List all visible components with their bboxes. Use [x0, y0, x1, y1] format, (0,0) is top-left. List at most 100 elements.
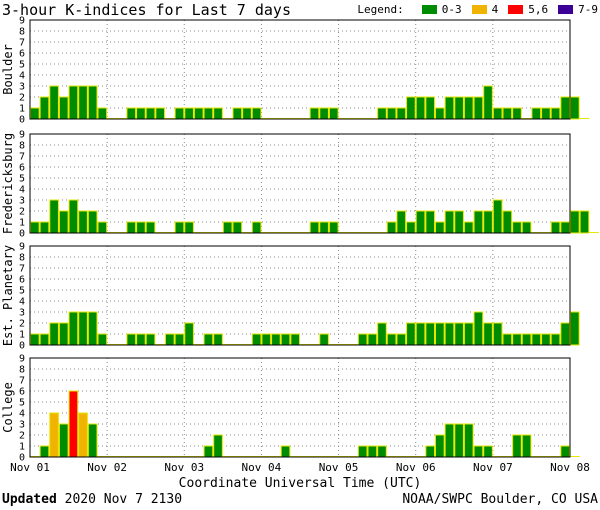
- bar: [213, 434, 223, 458]
- bar: [271, 333, 281, 346]
- legend-swatch-7-9: [558, 5, 574, 14]
- bar: [328, 107, 339, 120]
- bar: [30, 333, 40, 346]
- bar: [97, 333, 108, 346]
- bar: [251, 107, 262, 120]
- bar: [39, 221, 50, 234]
- bar: [406, 96, 416, 120]
- bar: [49, 85, 59, 120]
- bar: [203, 445, 214, 458]
- bar: [492, 322, 503, 346]
- bar: [444, 210, 455, 234]
- bar: [97, 107, 108, 120]
- bar: [512, 221, 522, 234]
- bar: [87, 210, 98, 234]
- bar: [49, 199, 59, 234]
- y-tick-label: 3: [19, 308, 25, 319]
- y-tick-label: 4: [19, 409, 25, 420]
- bar: [30, 107, 40, 120]
- bar: [415, 96, 426, 120]
- bar: [521, 221, 532, 234]
- bar: [367, 445, 378, 458]
- bar: [386, 333, 397, 346]
- panel-frame: [29, 357, 571, 458]
- bar: [184, 221, 194, 234]
- y-tick-label: 3: [19, 82, 25, 93]
- y-tick-label: 4: [19, 71, 25, 82]
- bar: [319, 107, 329, 120]
- bar: [435, 434, 445, 458]
- y-tick-label: 7: [19, 152, 25, 163]
- y-tick-label: 1: [19, 442, 25, 453]
- y-tick-label: 6: [19, 387, 25, 398]
- bar: [357, 445, 368, 458]
- bar: [435, 107, 445, 120]
- x-tick-label: Nov 04: [242, 461, 282, 474]
- legend-text-4: 4: [491, 3, 499, 16]
- bar: [454, 210, 464, 234]
- bar: [492, 107, 503, 120]
- bar: [184, 107, 194, 120]
- y-tick-label: 9: [19, 130, 25, 141]
- legend-item-5-6: 5,6: [508, 3, 548, 16]
- bar: [165, 333, 175, 346]
- bar: [58, 210, 69, 234]
- bar: [87, 423, 98, 458]
- bar: [87, 85, 98, 120]
- bar: [126, 107, 137, 120]
- bar: [560, 221, 570, 234]
- bar: [550, 107, 561, 120]
- bar: [319, 221, 329, 234]
- k-index-chart: 0123456789Boulder0123456789Fredericksbur…: [1, 16, 599, 491]
- bar: [280, 445, 291, 458]
- bar: [357, 333, 368, 346]
- bar: [68, 311, 79, 346]
- y-tick-label: 8: [19, 141, 25, 152]
- y-tick-label: 2: [19, 431, 25, 442]
- bar: [174, 333, 185, 346]
- bar: [377, 445, 387, 458]
- bar: [502, 107, 513, 120]
- bar: [126, 221, 137, 234]
- y-tick-label: 0: [19, 453, 25, 464]
- bar: [463, 221, 474, 234]
- x-tick-label: Nov 08: [550, 461, 590, 474]
- bar: [512, 434, 522, 458]
- y-tick-label: 4: [19, 297, 25, 308]
- bar: [512, 333, 522, 346]
- y-tick-label: 4: [19, 185, 25, 196]
- y-tick-label: 5: [19, 398, 25, 409]
- bar: [232, 221, 243, 234]
- bar: [483, 322, 493, 346]
- y-tick-label: 7: [19, 264, 25, 275]
- bar: [512, 107, 522, 120]
- y-tick-label: 8: [19, 365, 25, 376]
- panel-frame: [29, 19, 571, 120]
- y-tick-label: 9: [19, 242, 25, 253]
- bar: [444, 423, 455, 458]
- bar: [78, 210, 88, 234]
- bar: [570, 210, 580, 234]
- bar: [502, 333, 513, 346]
- legend-item-7-9: 7-9: [558, 3, 598, 16]
- bar: [492, 199, 503, 234]
- bar: [367, 333, 378, 346]
- legend-swatch-5-6: [508, 5, 524, 14]
- y-tick-label: 2: [19, 207, 25, 218]
- bar: [213, 333, 223, 346]
- panel-label: College: [1, 382, 15, 433]
- bar: [425, 96, 436, 120]
- panel-frame: [29, 245, 571, 346]
- legend-label: Legend:: [357, 3, 404, 16]
- panel-frame: [29, 133, 571, 234]
- bar: [473, 311, 484, 346]
- bar: [521, 333, 532, 346]
- x-tick-label: Nov 02: [87, 461, 127, 474]
- legend-text-7-9: 7-9: [578, 3, 598, 16]
- bar: [222, 221, 233, 234]
- y-tick-label: 7: [19, 38, 25, 49]
- y-tick-label: 6: [19, 275, 25, 286]
- bar: [435, 322, 445, 346]
